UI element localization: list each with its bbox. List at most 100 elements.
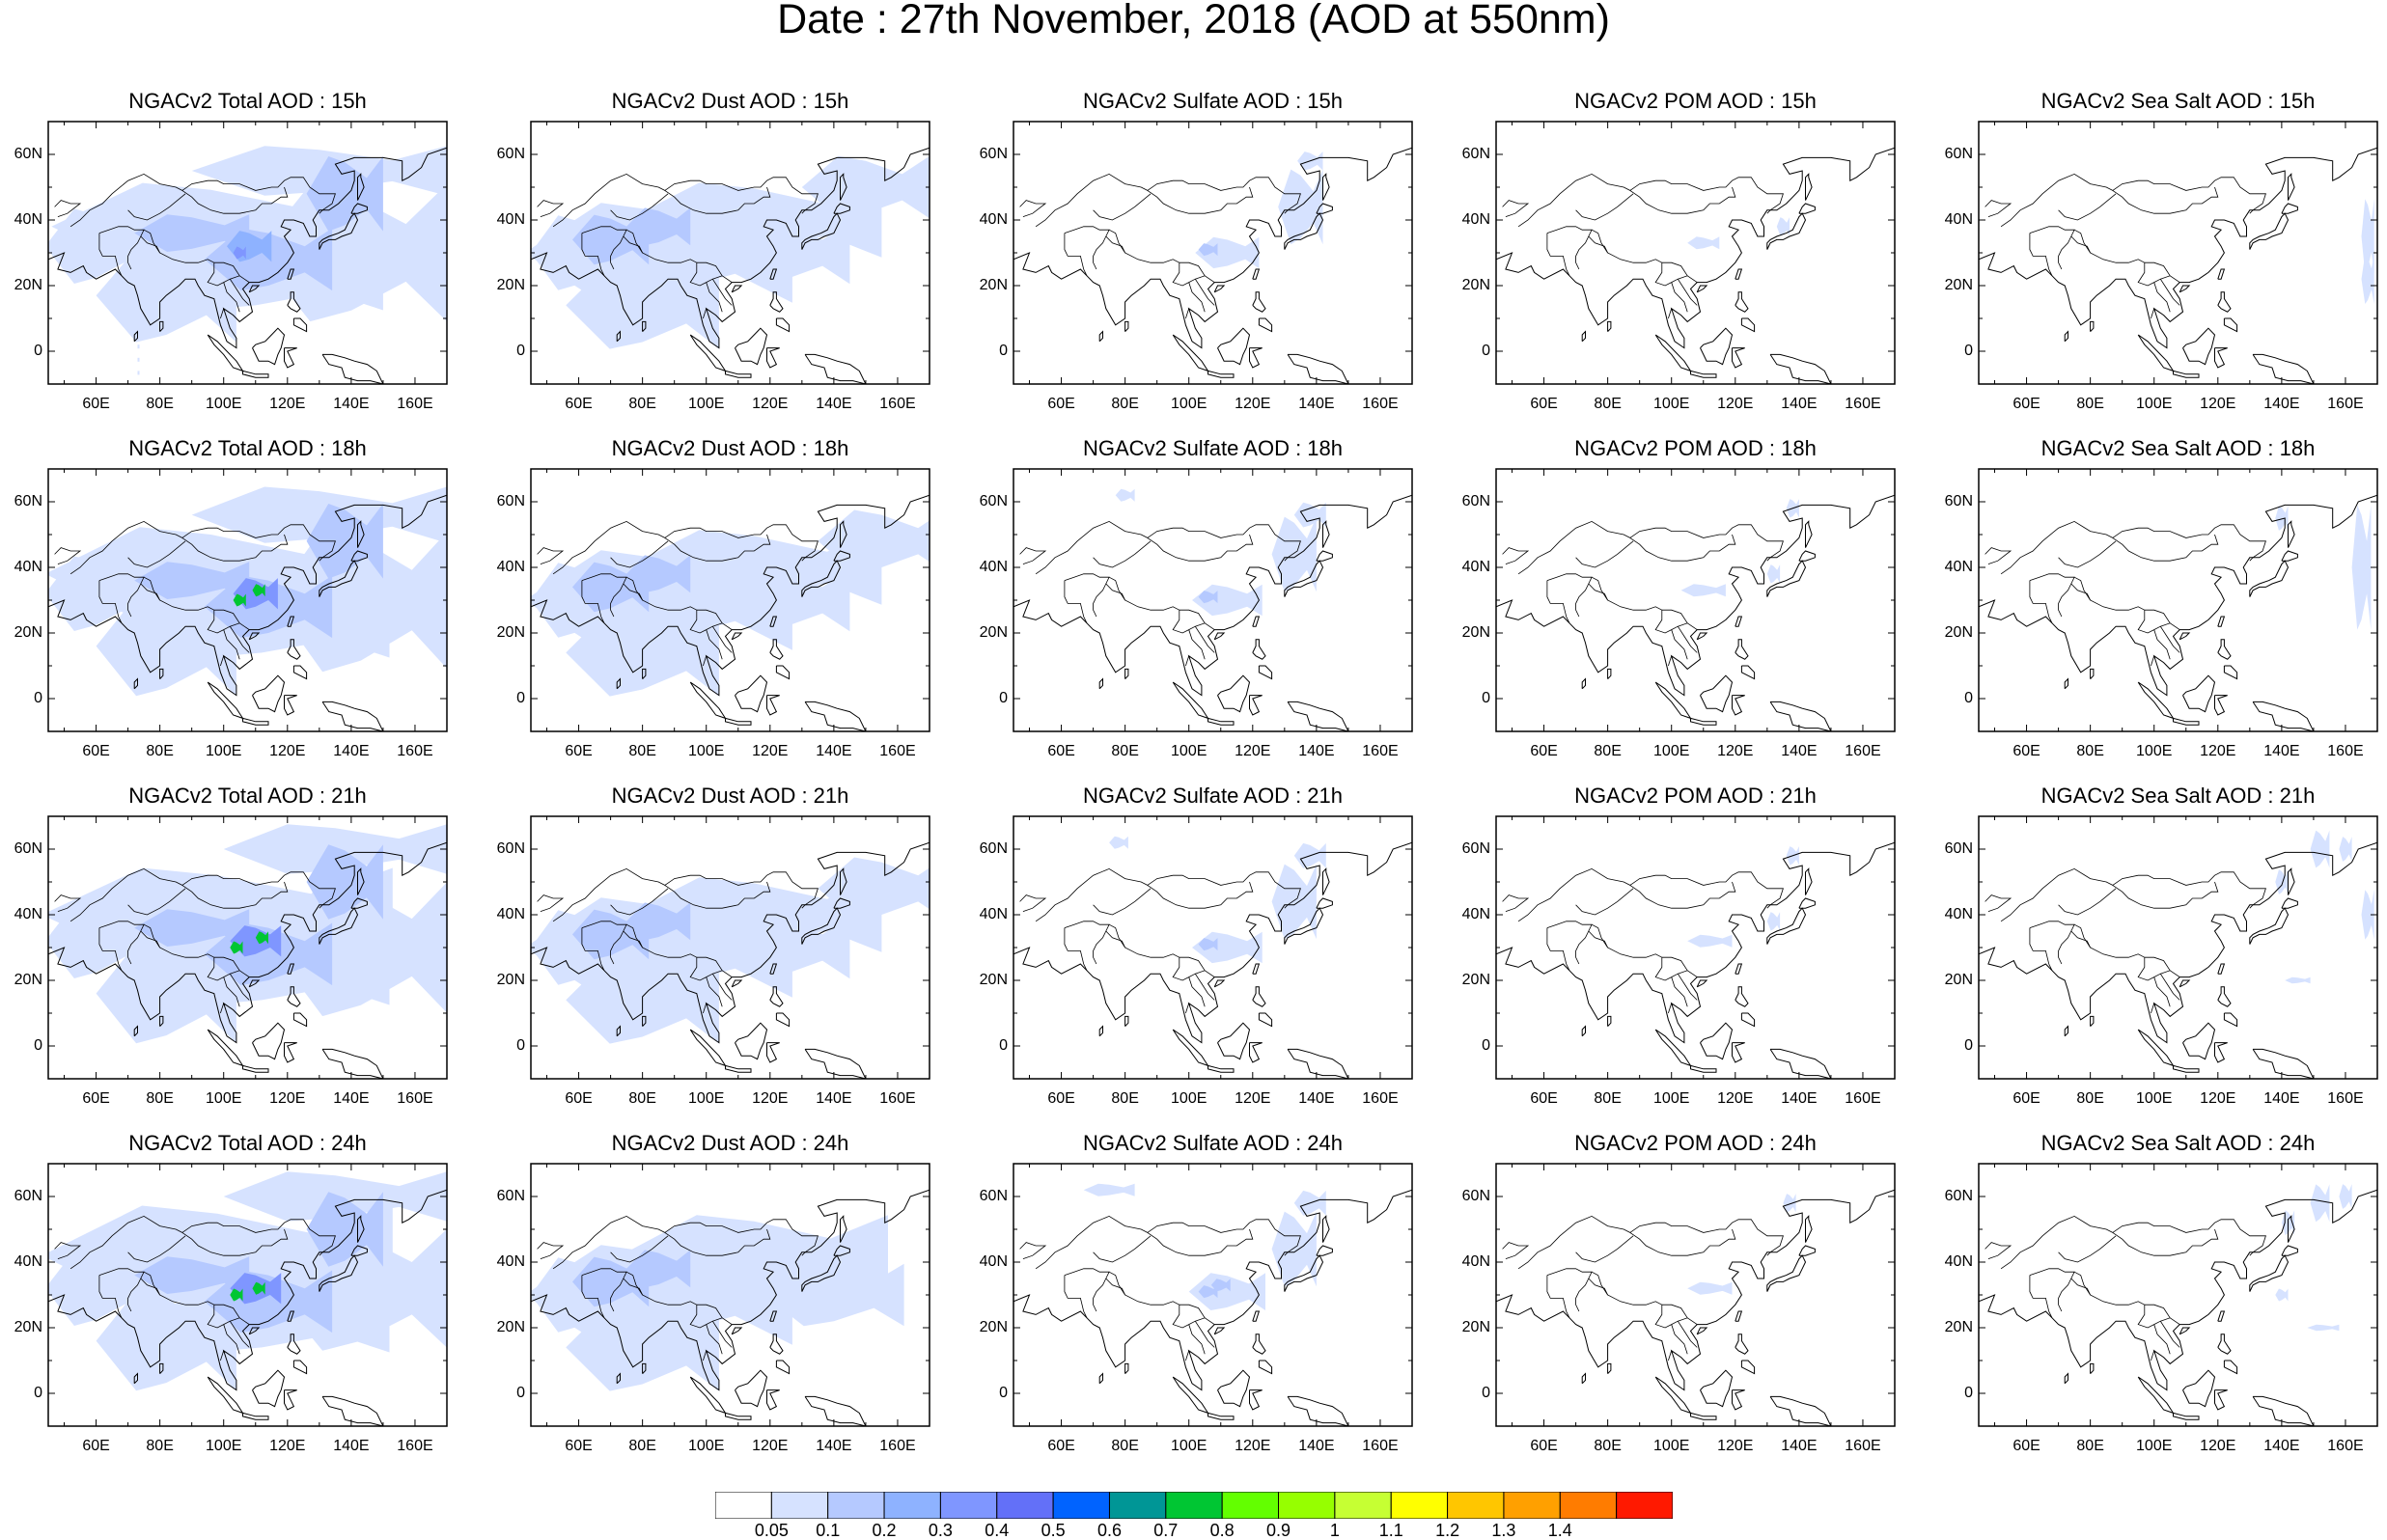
country-border <box>664 881 771 909</box>
country-border <box>1591 229 1608 254</box>
x-tick-label: 80E <box>146 1438 174 1454</box>
country-border <box>98 1275 123 1318</box>
colorbar-tick-label: 1.4 <box>1547 1521 1572 1540</box>
aod-field-shading <box>2361 199 2374 274</box>
panel-title-dust-r2: NGACv2 Dust AOD : 18h <box>611 436 849 460</box>
country-border <box>1147 1228 1254 1256</box>
country-border <box>140 235 250 287</box>
coastline <box>287 1334 301 1355</box>
coastline <box>1252 639 1266 660</box>
country-border <box>2159 973 2180 1001</box>
aod-field-shading <box>1776 217 1790 236</box>
country-border <box>1502 547 1530 564</box>
country-border <box>1575 1235 1634 1263</box>
x-tick-label: 80E <box>1594 1090 1622 1107</box>
coastline <box>1979 1189 2377 1391</box>
coastline <box>1217 327 1251 366</box>
country-border <box>1064 233 1088 276</box>
aod-field-shading <box>722 568 850 632</box>
y-tick-label: 20N <box>1944 1319 1973 1335</box>
panel-title-pom-r2: NGACv2 POM AOD : 18h <box>1574 436 1817 460</box>
coastline <box>1805 520 1813 548</box>
country-border <box>1677 1320 1698 1348</box>
aod-field-shading <box>306 1192 383 1267</box>
x-tick-label: 80E <box>1594 1438 1622 1454</box>
coastline <box>731 632 743 641</box>
coastline <box>1322 867 1330 895</box>
x-tick-label: 140E <box>1781 1090 1818 1107</box>
x-tick-label: 160E <box>2327 1438 2364 1454</box>
y-tick-label: 20N <box>14 1319 42 1335</box>
coastline <box>48 147 447 349</box>
country-border <box>54 200 82 217</box>
country-border <box>664 186 771 214</box>
country-border <box>1546 927 1570 971</box>
coastline <box>1322 1215 1330 1243</box>
coastline <box>531 147 930 349</box>
x-tick-label: 140E <box>333 743 370 759</box>
aod-field-shading <box>572 562 650 613</box>
y-tick-label: 40N <box>1461 906 1490 922</box>
y-tick-label: 0 <box>999 343 1008 359</box>
y-tick-label: 20N <box>496 972 525 988</box>
country-border <box>1179 609 1206 624</box>
coastline <box>242 370 269 378</box>
x-tick-label: 160E <box>879 1438 916 1454</box>
country-border <box>127 888 186 916</box>
y-tick-label: 40N <box>1461 559 1490 575</box>
aod-field-shading <box>1198 591 1218 604</box>
x-tick-label: 160E <box>879 396 916 412</box>
x-tick-label: 140E <box>333 1438 370 1454</box>
coastline <box>804 1395 867 1426</box>
country-border <box>623 583 733 634</box>
country-border <box>1668 1003 1673 1014</box>
country-border <box>2029 573 2075 618</box>
x-tick-label: 140E <box>1781 1438 1818 1454</box>
x-tick-label: 60E <box>1530 743 1558 759</box>
coastline <box>2217 639 2232 660</box>
y-tick-label: 0 <box>999 1037 1008 1054</box>
country-border <box>1588 1278 1698 1329</box>
coastline <box>1805 867 1813 895</box>
country-border <box>1517 520 1784 575</box>
coastline <box>731 979 743 988</box>
x-tick-label: 140E <box>1298 1438 1335 1454</box>
coastline <box>1979 147 2377 349</box>
x-tick-label: 100E <box>688 743 725 759</box>
country-border <box>2058 1235 2117 1263</box>
country-border <box>552 1215 819 1270</box>
country-border <box>1546 233 1570 276</box>
aod-field-shading <box>1687 1281 1733 1295</box>
x-tick-label: 60E <box>565 1090 593 1107</box>
country-border <box>2000 1215 2266 1270</box>
coastline <box>1124 1015 1129 1027</box>
coastline <box>159 1362 164 1374</box>
x-tick-label: 120E <box>1717 1090 1754 1107</box>
country-border <box>1671 629 1688 660</box>
coastline <box>2217 1310 2226 1322</box>
x-tick-label: 80E <box>628 1090 656 1107</box>
aod-field-shading <box>233 593 246 607</box>
coastline <box>133 330 138 343</box>
country-border <box>2000 520 2266 575</box>
aod-field-shading <box>230 1288 243 1302</box>
coastline <box>1213 632 1226 641</box>
country-border <box>1677 625 1698 653</box>
country-border <box>2144 956 2171 972</box>
x-tick-label: 80E <box>2076 743 2104 759</box>
country-border <box>1064 921 1110 965</box>
aod-field-shading <box>1680 584 1726 597</box>
y-tick-label: 40N <box>1944 906 1973 922</box>
country-border <box>610 193 669 221</box>
country-border <box>706 1324 723 1355</box>
x-tick-label: 80E <box>146 1090 174 1107</box>
x-tick-label: 100E <box>1653 1438 1690 1454</box>
x-tick-label: 60E <box>1047 1090 1075 1107</box>
coastline <box>292 1012 308 1028</box>
country-border <box>54 894 82 912</box>
panel-title-dust-r3: NGACv2 Dust AOD : 21h <box>611 784 849 808</box>
x-tick-label: 100E <box>688 1090 725 1107</box>
country-border <box>229 625 250 653</box>
y-tick-label: 0 <box>34 690 42 706</box>
coastline <box>1696 285 1708 293</box>
